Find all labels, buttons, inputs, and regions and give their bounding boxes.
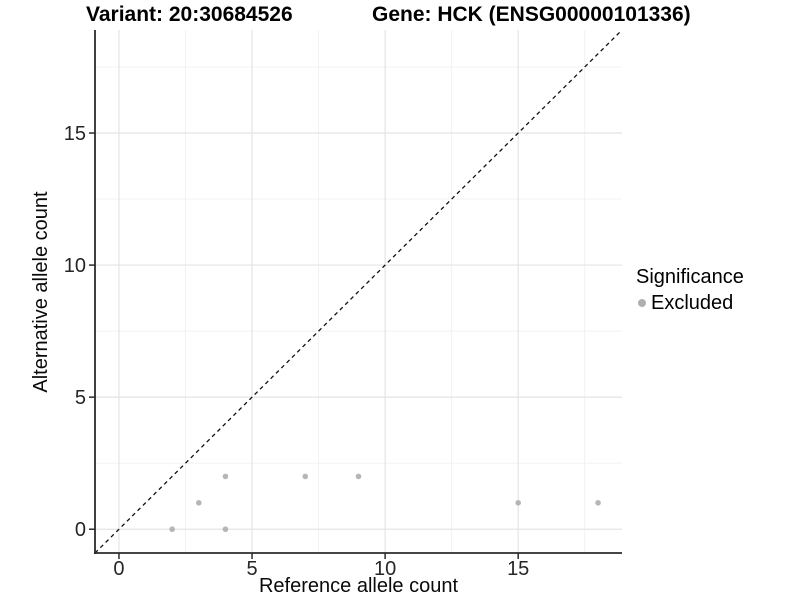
legend-item-excluded: Excluded <box>636 292 744 314</box>
x-axis-title: Reference allele count <box>258 575 458 597</box>
excluded-point-icon <box>638 299 646 307</box>
data-point <box>355 473 362 480</box>
y-tick-label: 10 <box>64 255 86 277</box>
data-point <box>196 500 202 506</box>
legend-title: Significance <box>636 266 744 288</box>
identity-line <box>94 29 623 554</box>
x-tick-label: 15 <box>507 558 529 580</box>
data-point <box>222 473 229 480</box>
legend: Significance Excluded <box>636 266 744 314</box>
x-tick-label: 10 <box>374 558 396 580</box>
y-tick-label: 0 <box>75 519 86 541</box>
x-tick-label: 0 <box>113 558 124 580</box>
legend-item-label: Excluded <box>651 292 734 314</box>
variant-title: Variant: 20:30684526 <box>86 3 293 26</box>
data-point <box>595 500 601 506</box>
y-tick-label: 15 <box>64 123 86 145</box>
x-tick-label: 5 <box>246 558 257 580</box>
data-point <box>515 500 521 506</box>
y-axis-title: Alternative allele count <box>30 191 52 393</box>
data-point <box>169 526 175 533</box>
data-point <box>302 473 309 480</box>
gene-title: Gene: HCK (ENSG00000101336) <box>372 3 691 26</box>
y-tick-label: 5 <box>75 387 86 409</box>
data-point <box>222 526 229 533</box>
